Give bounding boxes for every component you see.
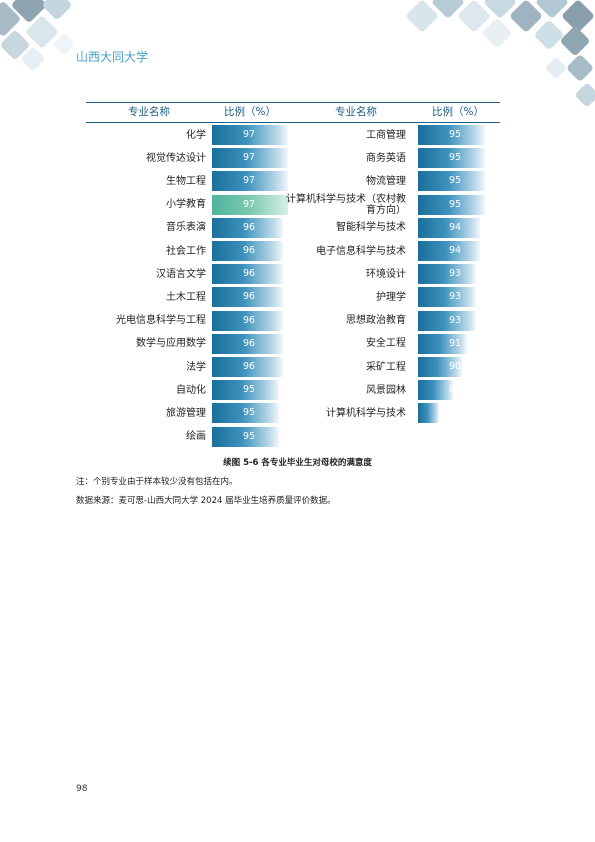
ratio-value: 88	[448, 384, 462, 396]
header-major-left: 专业名称	[128, 106, 170, 118]
major-name: 土木工程	[166, 291, 206, 303]
major-name: 物流管理	[366, 175, 406, 187]
header-major-right: 专业名称	[335, 106, 377, 118]
major-name: 汉语言文学	[156, 268, 206, 280]
ratio-bar	[418, 403, 440, 424]
ratio-bar	[212, 380, 279, 401]
ratio-bar	[418, 357, 463, 377]
ratio-bar	[212, 310, 284, 331]
ratio-value: 96	[242, 314, 256, 326]
ratio-value: 95	[448, 198, 462, 210]
table-top-rule	[86, 102, 500, 103]
ratio-value: 94	[448, 221, 462, 233]
ratio-bar	[212, 241, 284, 261]
header-ratio-right: 比例（%）	[432, 106, 484, 118]
ratio-bar	[212, 217, 284, 238]
ratio-value: 93	[448, 314, 462, 326]
major-name: 商务英语	[366, 152, 406, 164]
ratio-bar	[212, 264, 284, 285]
ratio-bar	[212, 125, 288, 145]
ratio-bar	[212, 426, 279, 447]
ratio-bar	[212, 357, 284, 377]
major-name: 风景园林	[366, 384, 406, 396]
major-name: 生物工程	[166, 175, 206, 187]
ratio-value: 95	[242, 384, 256, 396]
major-name: 思想政治教育	[346, 315, 406, 327]
ratio-bar	[418, 194, 485, 215]
ratio-value: 91	[448, 337, 462, 349]
ratio-bar	[212, 403, 279, 424]
ratio-value: 96	[242, 337, 256, 349]
major-name: 化学	[186, 129, 206, 141]
ratio-bar	[418, 241, 481, 261]
ratio-bar	[418, 287, 476, 308]
ratio-value: 93	[448, 268, 462, 280]
major-name: 电子信息科学与技术	[316, 245, 406, 257]
header-title: 山西大同大学	[76, 50, 149, 64]
ratio-value: 97	[242, 198, 256, 210]
major-name: 旅游管理	[166, 407, 206, 419]
major-name: 小学教育	[166, 199, 206, 211]
major-name: 安全工程	[366, 338, 406, 350]
major-name: 自动化	[176, 384, 206, 396]
ratio-value: 94	[448, 245, 462, 256]
ratio-value: 95	[242, 430, 256, 442]
note-text: 注：个别专业由于样本较少没有包括在内。	[76, 477, 238, 487]
major-name: 工商管理	[366, 129, 406, 141]
major-name: 社会工作	[166, 245, 206, 257]
ratio-value: 96	[242, 268, 256, 280]
ratio-value: 93	[448, 291, 462, 303]
ratio-value: 96	[242, 221, 256, 233]
major-name: 采矿工程	[366, 361, 406, 373]
major-name: 视觉传达设计	[146, 152, 206, 164]
ratio-value: 95	[448, 175, 462, 187]
ratio-value: 96	[242, 245, 256, 256]
ratio-bar	[212, 194, 288, 215]
ratio-bar	[212, 287, 284, 308]
ratio-value: 96	[242, 291, 256, 303]
major-name: 环境设计	[366, 268, 406, 280]
ratio-bar	[212, 148, 288, 169]
ratio-value: 96	[242, 361, 256, 372]
major-name: 计算机科学与技术	[326, 407, 406, 419]
ratio-value: 90	[448, 361, 462, 372]
ratio-bar	[418, 333, 467, 354]
major-name: 智能科学与技术	[336, 222, 406, 234]
ratio-value: 85	[448, 407, 462, 419]
table-header-rule	[86, 122, 500, 123]
ratio-bar	[418, 217, 481, 238]
major-name: 法学	[186, 361, 206, 373]
ratio-bar	[418, 310, 476, 331]
major-name: 数学与应用数学	[136, 338, 206, 350]
ratio-bar	[212, 333, 284, 354]
ratio-bar	[418, 264, 476, 285]
ratio-value: 95	[448, 152, 462, 164]
ratio-value: 95	[448, 129, 462, 140]
ratio-value: 95	[242, 407, 256, 419]
major-name: 光电信息科学与工程	[116, 315, 206, 327]
ratio-value: 97	[242, 175, 256, 187]
figure-caption: 续图 5-6 各专业毕业生对母校的满意度	[223, 458, 372, 468]
ratio-value: 97	[242, 129, 256, 140]
major-name: 计算机科学与技术（农村教育方向）	[286, 193, 406, 216]
major-name: 绘画	[186, 431, 206, 443]
major-name: 护理学	[376, 291, 406, 303]
ratio-bar	[212, 171, 288, 192]
ratio-bar	[418, 380, 453, 401]
ratio-bar	[418, 125, 485, 145]
data-source-text: 数据来源：麦可思-山西大同大学 2024 届毕业生培养质量评价数据。	[76, 496, 336, 506]
ratio-bar	[418, 171, 485, 192]
major-name: 音乐表演	[166, 222, 206, 234]
page-number: 98	[76, 784, 88, 794]
header-ratio-left: 比例（%）	[224, 106, 276, 118]
ratio-bar	[418, 148, 485, 169]
ratio-value: 97	[242, 152, 256, 164]
